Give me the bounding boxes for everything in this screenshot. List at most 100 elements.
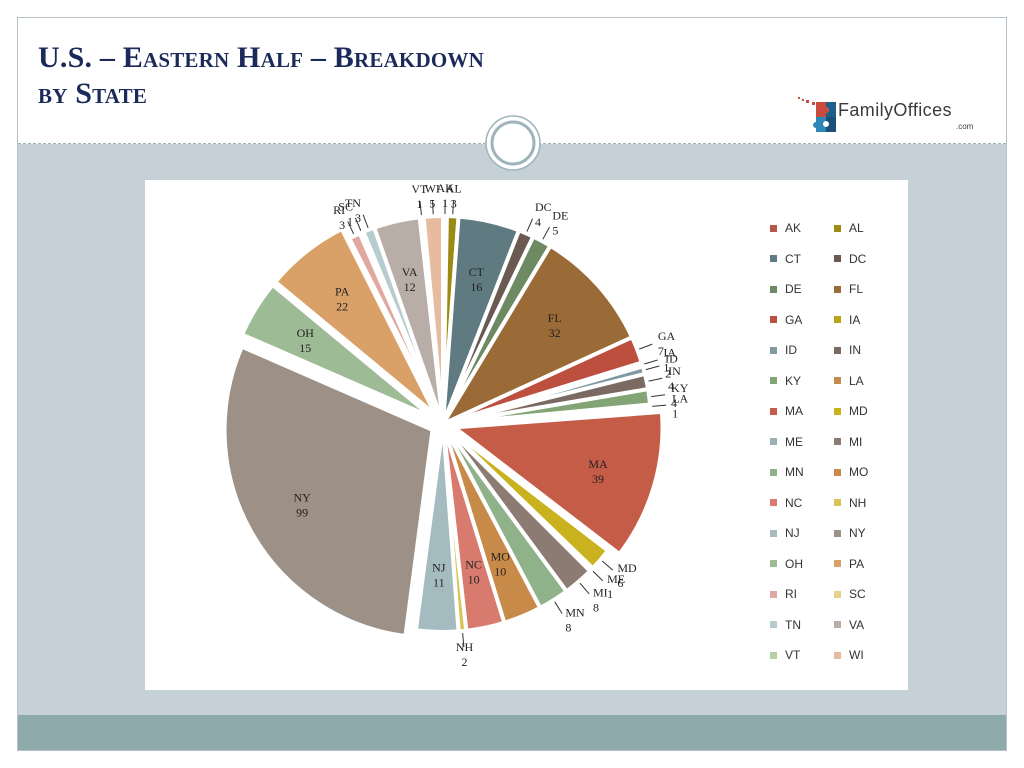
legend-swatch-pa bbox=[834, 560, 841, 567]
legend-label-nc: NC bbox=[785, 495, 803, 510]
slice-label-va: VA bbox=[402, 265, 418, 279]
legend-item-ct: CT bbox=[770, 251, 801, 267]
legend-swatch-ct bbox=[770, 255, 777, 262]
legend-label-wi: WI bbox=[849, 648, 864, 662]
slice-value-oh: 15 bbox=[299, 341, 311, 355]
slice-value-ky: 4 bbox=[671, 396, 677, 410]
legend-swatch-mo bbox=[834, 468, 841, 476]
legend-item-va: VA bbox=[834, 617, 864, 633]
slice-label-ga: GA bbox=[658, 329, 676, 343]
legend-swatch-ak bbox=[770, 224, 777, 232]
puzzle-logo-icon bbox=[798, 97, 836, 132]
slice-value-in: 4 bbox=[668, 379, 674, 393]
leader-line-sc bbox=[354, 217, 362, 231]
pie-slice-ma bbox=[449, 409, 665, 557]
legend-label-ga: GA bbox=[785, 312, 803, 327]
legend-item-pa: PA bbox=[834, 556, 864, 572]
legend-swatch-nh bbox=[834, 499, 841, 506]
legend-swatch-de bbox=[770, 285, 777, 293]
leader-line-id bbox=[645, 365, 660, 371]
slice-label-nh: NH bbox=[456, 640, 474, 654]
legend-label-sc: SC bbox=[849, 587, 866, 601]
slice-label-tn: TN bbox=[345, 196, 361, 210]
slice-label-in: IN bbox=[668, 364, 681, 378]
legend-swatch-sc bbox=[834, 590, 841, 598]
slice-label-sc: SC bbox=[338, 199, 353, 213]
slice-value-sc: 1 bbox=[347, 214, 353, 228]
slice-value-ia: 1 bbox=[663, 360, 669, 374]
legend-label-nj: NJ bbox=[785, 526, 800, 540]
pie-slice-ny bbox=[222, 344, 435, 639]
legend-label-va: VA bbox=[849, 617, 865, 632]
legend-swatch-ia bbox=[834, 316, 841, 323]
slice-value-ga: 7 bbox=[658, 344, 664, 358]
legend-item-ky: KY bbox=[770, 373, 801, 389]
slice-value-ak: 1 bbox=[442, 196, 448, 210]
slice-label-ri: RI bbox=[333, 203, 345, 217]
legend-item-mn: MN bbox=[770, 464, 804, 480]
legend-swatch-me bbox=[770, 438, 777, 445]
slide-frame bbox=[17, 17, 1007, 751]
legend-item-de: DE bbox=[770, 281, 802, 297]
legend-item-ia: IA bbox=[834, 312, 860, 328]
slice-label-pa: PA bbox=[335, 285, 350, 299]
legend-label-mi: MI bbox=[849, 434, 863, 449]
leader-line-de bbox=[542, 226, 550, 240]
slice-value-mi: 8 bbox=[593, 600, 599, 614]
leader-line-ia bbox=[644, 359, 658, 365]
slice-value-ny: 99 bbox=[296, 506, 308, 520]
legend-label-in: IN bbox=[849, 343, 861, 357]
legend-label-la: LA bbox=[849, 373, 864, 388]
slice-value-ma: 39 bbox=[592, 472, 604, 486]
slice-label-la: LA bbox=[672, 392, 688, 406]
slice-value-nj: 11 bbox=[433, 576, 445, 590]
legend-label-de: DE bbox=[785, 282, 802, 296]
slice-label-ky: KY bbox=[671, 381, 689, 395]
legend-swatch-vt bbox=[770, 651, 777, 659]
legend-item-tn: TN bbox=[770, 617, 801, 633]
slice-value-ct: 16 bbox=[470, 280, 482, 294]
legend-swatch-mi bbox=[834, 438, 841, 445]
pie-slice-nj bbox=[413, 423, 461, 634]
leader-line-wi bbox=[432, 200, 434, 215]
leader-line-ky bbox=[651, 394, 666, 398]
slice-value-wi: 5 bbox=[429, 196, 435, 210]
slice-value-de: 5 bbox=[552, 224, 558, 238]
legend-swatch-ky bbox=[770, 377, 777, 384]
slice-label-mn: MN bbox=[565, 606, 585, 620]
pie-slice-fl bbox=[437, 243, 635, 429]
legend-swatch-wi bbox=[834, 651, 841, 659]
legend-label-tn: TN bbox=[785, 617, 801, 632]
slice-label-ma: MA bbox=[588, 457, 608, 471]
slice-value-md: 6 bbox=[617, 576, 623, 590]
leader-line-in bbox=[648, 377, 663, 382]
legend-label-ma: MA bbox=[785, 404, 803, 418]
leader-line-ga bbox=[639, 343, 653, 350]
slice-value-nh: 2 bbox=[461, 655, 467, 669]
legend-swatch-id bbox=[770, 346, 777, 354]
leader-line-vt bbox=[419, 201, 422, 216]
leader-line-nh bbox=[462, 633, 465, 648]
legend-label-dc: DC bbox=[849, 251, 867, 266]
legend-label-ky: KY bbox=[785, 373, 802, 388]
slice-value-fl: 32 bbox=[549, 326, 561, 340]
circle-ornament bbox=[485, 115, 541, 171]
legend-label-mn: MN bbox=[785, 465, 804, 479]
leader-line-mi bbox=[579, 582, 590, 595]
legend-item-la: LA bbox=[834, 373, 864, 389]
slice-label-ny: NY bbox=[293, 491, 311, 505]
legend-label-mo: MO bbox=[849, 465, 869, 479]
legend-item-nj: NJ bbox=[770, 525, 800, 541]
legend-item-dc: DC bbox=[834, 251, 866, 267]
legend-swatch-mn bbox=[770, 468, 777, 476]
slice-value-id: 2 bbox=[665, 366, 671, 380]
slice-label-id: ID bbox=[665, 351, 678, 365]
legend-item-ga: GA bbox=[770, 312, 802, 328]
legend-item-mi: MI bbox=[834, 434, 862, 450]
slice-label-ct: CT bbox=[469, 265, 485, 279]
leader-line-dc bbox=[526, 218, 534, 232]
legend-item-mo: MO bbox=[834, 464, 868, 480]
slice-value-al: 3 bbox=[451, 196, 457, 210]
familyoffices-logo: FamilyOffices .com bbox=[798, 90, 998, 140]
leader-line-al bbox=[452, 200, 454, 215]
